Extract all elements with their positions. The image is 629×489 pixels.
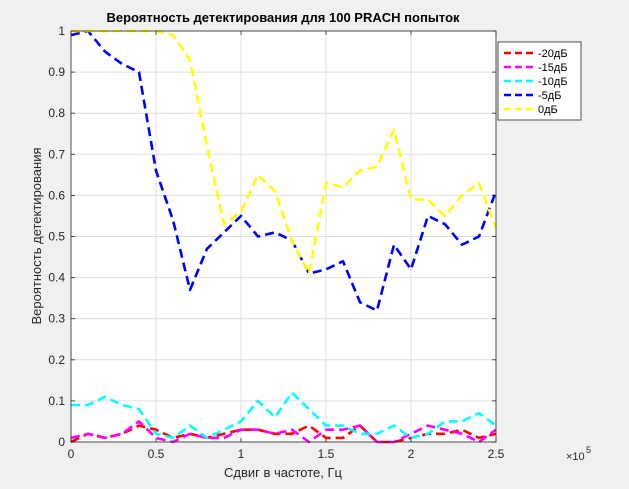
- legend-label: -20дБ: [538, 48, 568, 60]
- legend-label: 0дБ: [538, 104, 558, 116]
- y-tick-label: 0: [58, 435, 65, 449]
- y-tick-label: 0.2: [48, 353, 65, 367]
- series-line--10дБ: [71, 391, 496, 440]
- axis-ticks: 0 0.5 1 1.5 2 2.5 0 0.1 0.2 0.3 0.4 0.5 0.6 0.7 0.8 0.9…: [48, 24, 504, 461]
- legend-label: -5дБ: [538, 90, 561, 102]
- legend-label: -10дБ: [538, 76, 568, 88]
- x-multiplier-base: ×10: [566, 451, 585, 463]
- y-tick-label: 0.6: [48, 188, 65, 202]
- series-line--15дБ: [71, 420, 496, 444]
- x-axis-label: Сдвиг в частоте, Гц: [224, 465, 343, 480]
- x-tick-label: 1: [238, 447, 245, 461]
- y-tick-label: 0.3: [48, 312, 65, 326]
- x-multiplier-exponent: 5: [586, 445, 591, 455]
- grid-lines: [70, 30, 497, 443]
- x-tick-label: 2.5: [488, 447, 505, 461]
- y-tick-label: 0.4: [48, 271, 65, 285]
- chart-title: Вероятность детектирования для 100 PRACH…: [106, 10, 460, 25]
- y-tick-label: 0.9: [48, 65, 65, 79]
- series-line--5дБ: [71, 29, 496, 312]
- y-tick-label: 1: [58, 24, 65, 38]
- x-tick-label: 2: [408, 447, 415, 461]
- y-tick-label: 0.8: [48, 106, 65, 120]
- x-tick-label: 1.5: [318, 447, 335, 461]
- y-tick-label: 0.7: [48, 147, 65, 161]
- y-tick-label: 0.1: [48, 394, 65, 408]
- x-tick-label: 0.5: [148, 447, 165, 461]
- x-tick-label: 0: [68, 447, 75, 461]
- legend-box: [497, 41, 582, 121]
- y-tick-label: 0.5: [48, 230, 65, 244]
- y-axis-label: Вероятность детектирования: [29, 147, 44, 324]
- legend-label: -15дБ: [538, 62, 568, 74]
- legend: -20дБ -15дБ -10дБ -5дБ 0дБ: [497, 41, 582, 121]
